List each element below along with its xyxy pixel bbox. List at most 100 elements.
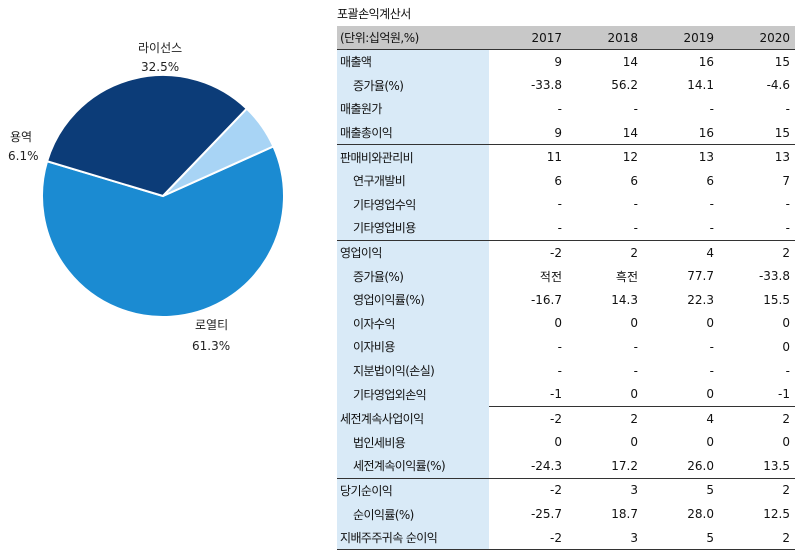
row-value: 6	[706, 173, 714, 188]
row-label: 기타영업비용	[337, 216, 489, 241]
row-value: 2	[567, 405, 643, 431]
table-header-row: (단위:십억원,%) 2017 2018 2019 2020	[337, 26, 795, 50]
row-value: -2	[489, 477, 567, 503]
year-header: 2020	[719, 26, 795, 50]
row-label: 이자수익	[337, 311, 489, 336]
row-value: 12	[567, 144, 643, 169]
row-value: -	[633, 197, 638, 212]
row-value: 14	[622, 125, 638, 140]
row-label: 영업이익	[337, 239, 489, 265]
row-value: 5	[643, 525, 719, 551]
row-label: 세전계속이익률(%)	[337, 454, 489, 479]
table-row: 기타영업비용 - - - -	[337, 216, 795, 241]
row-value: 0	[554, 316, 562, 331]
row-value: 2	[719, 477, 795, 503]
row-value: 22.3	[687, 292, 714, 307]
row-value: -	[785, 101, 790, 116]
row-label: 영업이익률(%)	[337, 287, 489, 312]
revenue-pie-chart: 라이선스 32.5% 용역 6.1% 로열티 61.3%	[0, 0, 330, 554]
row-label: 기타영업수익	[337, 192, 489, 217]
row-value: 3	[567, 477, 643, 503]
row-label: 이자비용	[337, 335, 489, 359]
row-value: -	[557, 339, 562, 354]
row-value: 0	[706, 435, 714, 450]
row-value: 9	[489, 48, 567, 74]
row-label: 매출총이익	[337, 120, 489, 145]
row-value: 9	[554, 125, 562, 140]
row-value: 6	[554, 173, 562, 188]
row-label: 증가율(%)	[337, 264, 489, 288]
pie-pct-license: 32.5%	[141, 60, 180, 74]
row-value: -	[709, 101, 714, 116]
row-value: 7	[782, 173, 790, 188]
row-value: -24.3	[530, 458, 562, 473]
row-value: 0	[630, 316, 638, 331]
row-value: 0	[554, 435, 562, 450]
row-value: -1	[550, 387, 562, 402]
row-value: -33.8	[758, 269, 790, 284]
row-value: 13	[643, 144, 719, 169]
pie-pct-royalty: 61.3%	[192, 339, 231, 353]
row-value: 0	[782, 339, 790, 354]
table-body: 매출액 9 14 16 15 증가율(%) -33.8 56.2 14.1 -4.6 매출원가 - - -…	[337, 48, 795, 551]
row-value: -1	[778, 387, 790, 402]
row-value: 26.0	[687, 458, 714, 473]
table-row: 세전계속사업이익 -2 2 4 2	[337, 405, 795, 431]
table-row: 지배주주귀속 순이익 -2 3 5 2	[337, 525, 795, 551]
row-value: 16	[643, 48, 719, 74]
row-label: 법인세비용	[337, 430, 489, 455]
row-value: 56.2	[611, 78, 638, 93]
row-value: 18.7	[611, 507, 638, 522]
row-value: 0	[782, 316, 790, 331]
table-row: 이자수익 0 0 0 0	[337, 311, 795, 336]
table-row: 기타영업외손익 -1 0 0 -1	[337, 382, 795, 407]
year-header: 2017	[489, 26, 567, 50]
year-header: 2018	[567, 26, 643, 50]
row-value: 17.2	[611, 458, 638, 473]
row-value: 15	[719, 48, 795, 74]
table-row: 증가율(%) -33.8 56.2 14.1 -4.6	[337, 73, 795, 98]
table-row: 이자비용 - - - 0	[337, 335, 795, 359]
row-value: 77.7	[687, 269, 714, 284]
table-row: 법인세비용 0 0 0 0	[337, 430, 795, 455]
row-value: -25.7	[530, 507, 562, 522]
row-value: 0	[630, 435, 638, 450]
row-value: 13.5	[763, 458, 790, 473]
pie-slice-1	[45, 73, 249, 198]
row-value: 2	[719, 239, 795, 265]
row-value: 14.1	[687, 78, 714, 93]
row-value: -	[785, 363, 790, 378]
pie-slice-0	[41, 145, 285, 318]
row-value: 15.5	[763, 292, 790, 307]
row-value: -	[557, 197, 562, 212]
row-value: 4	[643, 405, 719, 431]
table-row: 기타영업수익 - - - -	[337, 192, 795, 217]
row-value: 16	[698, 125, 714, 140]
pie-pct-service: 6.1%	[8, 149, 39, 163]
row-value: 2	[719, 525, 795, 551]
table-row: 영업이익 -2 2 4 2	[337, 239, 795, 265]
row-value: -2	[489, 405, 567, 431]
row-value: 11	[489, 144, 567, 169]
row-value: -	[633, 339, 638, 354]
table-row: 매출원가 - - - -	[337, 97, 795, 121]
table-row: 연구개발비 6 6 6 7	[337, 168, 795, 193]
row-value: -	[557, 363, 562, 378]
row-value: -	[709, 197, 714, 212]
income-statement-table: (단위:십억원,%) 2017 2018 2019 2020 매출액 9 14 16 1…	[337, 26, 795, 551]
row-value: -	[785, 220, 790, 235]
row-value: -	[633, 220, 638, 235]
pie-label-royalty: 로열티	[195, 318, 229, 332]
unit-label: (단위:십억원,%)	[337, 26, 489, 50]
row-value: 0	[706, 316, 714, 331]
table-row: 판매비와관리비 11 12 13 13	[337, 144, 795, 169]
pie-slice-2	[162, 107, 275, 197]
row-value: -	[785, 197, 790, 212]
table-row: 순이익률(%) -25.7 18.7 28.0 12.5	[337, 502, 795, 526]
row-value: 12.5	[763, 507, 790, 522]
table-row: 매출액 9 14 16 15	[337, 48, 795, 74]
table-row: 매출총이익 9 14 16 15	[337, 120, 795, 145]
row-label: 지배주주귀속 순이익	[337, 525, 489, 551]
row-value: 0	[630, 387, 638, 402]
row-value: 2	[567, 239, 643, 265]
